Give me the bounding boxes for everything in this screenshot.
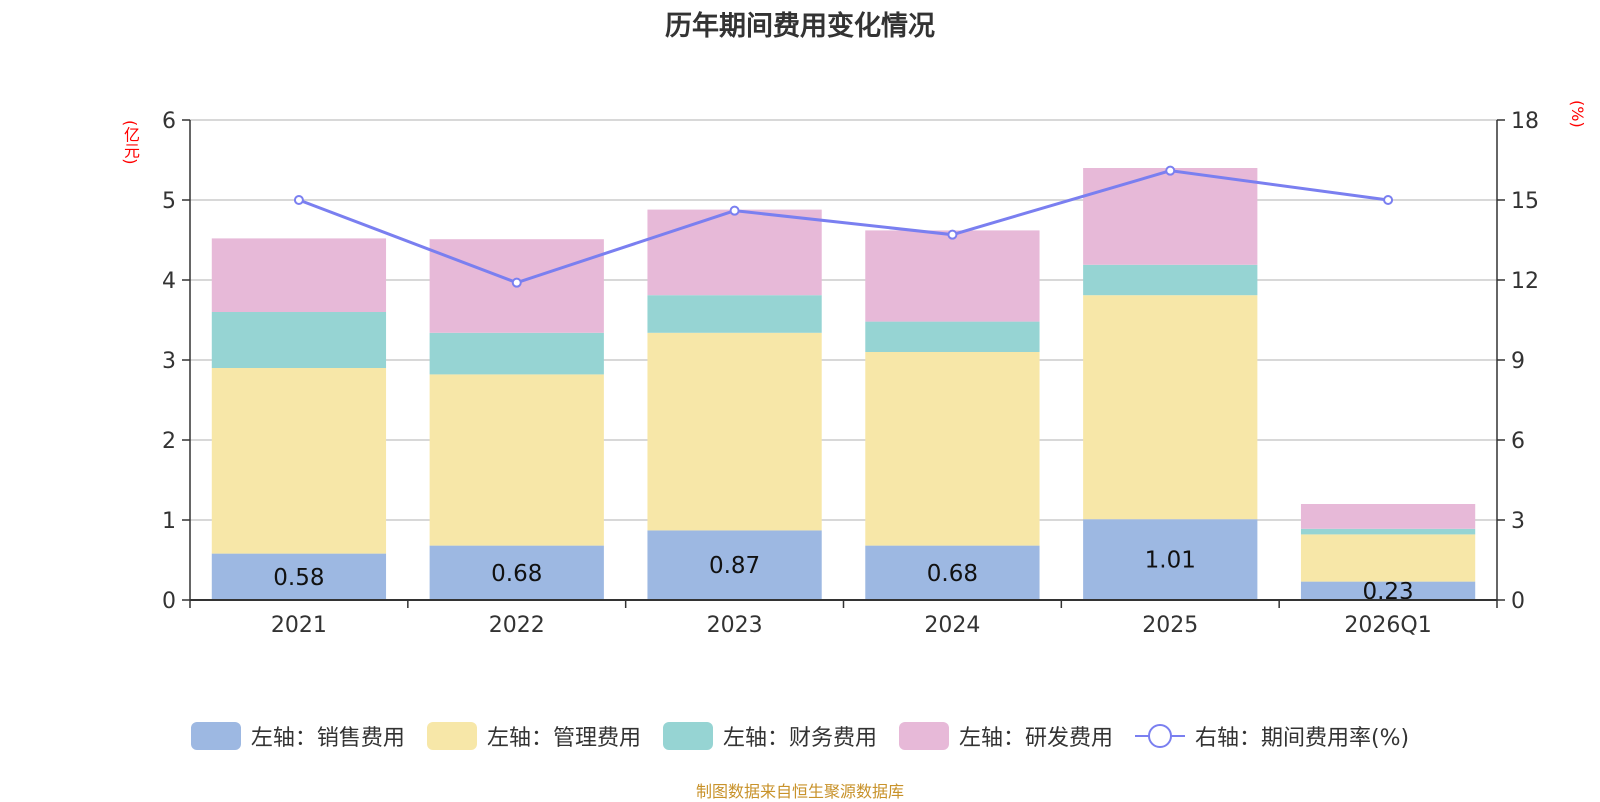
bar-segment-2	[1083, 295, 1258, 520]
data-source-note: 制图数据来自恒生聚源数据库	[695, 782, 904, 801]
expense-rate-point	[1383, 195, 1394, 205]
bar-segment-1	[865, 545, 1040, 600]
expense-rate-point	[729, 205, 740, 216]
right-axis-tick-label: 12	[1511, 269, 1539, 294]
legend-swatch-finance	[662, 722, 713, 750]
x-axis-tick-label: 2021	[271, 613, 327, 638]
chart-legend: 左轴：销售费用 左轴：管理费用 左轴：财务费用 左轴：研发费用 右轴：期间费用率…	[0, 720, 1600, 752]
bar-segment-1	[1083, 519, 1258, 600]
legend-swatch-sales	[190, 722, 241, 750]
bar-segment-4	[647, 209, 822, 296]
left-axis-unit: (亿元)	[121, 120, 140, 165]
bar-segment-2	[865, 352, 1040, 546]
x-axis-tick-label: 2026Q1	[1344, 613, 1431, 638]
legend-swatch-expense-rate	[1134, 722, 1185, 750]
bar-segment-3	[211, 312, 387, 368]
left-axis-tick-label: 5	[162, 189, 176, 214]
bar-segment-1	[647, 530, 822, 600]
legend-label-finance: 左轴：财务费用	[722, 726, 877, 751]
legend-item-admin[interactable]: 左轴：管理费用	[426, 720, 641, 752]
bar-data-label: 0.68	[927, 561, 978, 587]
legend-label-admin: 左轴：管理费用	[486, 726, 641, 751]
bar-segment-4	[211, 238, 387, 312]
left-axis-tick-label: 3	[162, 349, 176, 374]
bar-segment-3	[647, 295, 822, 333]
left-axis-tick-label: 1	[162, 509, 176, 534]
bar-segment-1	[429, 545, 604, 600]
right-axis-tick-label: 3	[1511, 509, 1525, 534]
bar-segment-4	[1300, 504, 1476, 529]
expense-rate-point	[293, 195, 304, 205]
bar-data-label: 0.58	[273, 565, 324, 591]
x-axis-tick-label: 2025	[1142, 613, 1198, 638]
bar-data-label: 0.68	[491, 561, 542, 587]
legend-swatch-rnd	[898, 722, 949, 750]
legend-swatch-admin	[426, 722, 477, 750]
bar-segment-4	[1083, 168, 1258, 265]
bar-segment-2	[429, 374, 604, 546]
bar-segment-1	[211, 553, 387, 600]
right-axis-tick-label: 18	[1511, 109, 1539, 134]
legend-label-sales: 左轴：销售费用	[250, 726, 405, 751]
bar-segment-1	[1300, 581, 1476, 600]
expense-rate-line	[298, 169, 1389, 285]
bar-segment-4	[865, 230, 1040, 322]
right-axis-tick-label: 6	[1511, 429, 1525, 454]
expense-rate-point	[1165, 165, 1176, 176]
bar-segment-2	[1300, 534, 1476, 582]
bar-data-label: 1.01	[1145, 548, 1196, 574]
bar-segment-2	[211, 368, 387, 554]
chart-title: 历年期间费用变化情况	[665, 11, 935, 42]
bar-segment-2	[647, 332, 822, 531]
legend-item-rnd[interactable]: 左轴：研发费用	[898, 720, 1113, 752]
x-axis-tick-label: 2024	[924, 613, 980, 638]
x-axis-tick-label: 2022	[489, 613, 545, 638]
right-axis-unit: (%)	[1568, 100, 1587, 128]
bar-segment-3	[1083, 264, 1258, 296]
left-axis-tick-label: 2	[162, 429, 176, 454]
legend-label-expense-rate: 右轴：期间费用率(%)	[1194, 726, 1410, 751]
bar-segment-3	[429, 332, 604, 375]
legend-item-finance[interactable]: 左轴：财务费用	[662, 720, 877, 752]
legend-item-expense-rate[interactable]: 右轴：期间费用率(%)	[1134, 720, 1410, 752]
legend-label-rnd: 左轴：研发费用	[958, 726, 1113, 751]
left-axis-tick-label: 0	[162, 589, 176, 614]
right-axis-tick-label: 15	[1511, 189, 1539, 214]
bar-segment-3	[865, 321, 1040, 352]
bar-data-label: 0.87	[709, 553, 760, 579]
legend-item-sales[interactable]: 左轴：销售费用	[190, 720, 405, 752]
right-axis-tick-label: 9	[1511, 349, 1525, 374]
bar-segment-3	[1300, 528, 1476, 535]
left-axis-tick-label: 4	[162, 269, 176, 294]
expense-rate-point	[511, 277, 522, 288]
left-axis-tick-label: 6	[162, 109, 176, 134]
expense-rate-point	[947, 229, 958, 240]
right-axis-tick-label: 0	[1511, 589, 1525, 614]
x-axis-tick-label: 2023	[707, 613, 763, 638]
